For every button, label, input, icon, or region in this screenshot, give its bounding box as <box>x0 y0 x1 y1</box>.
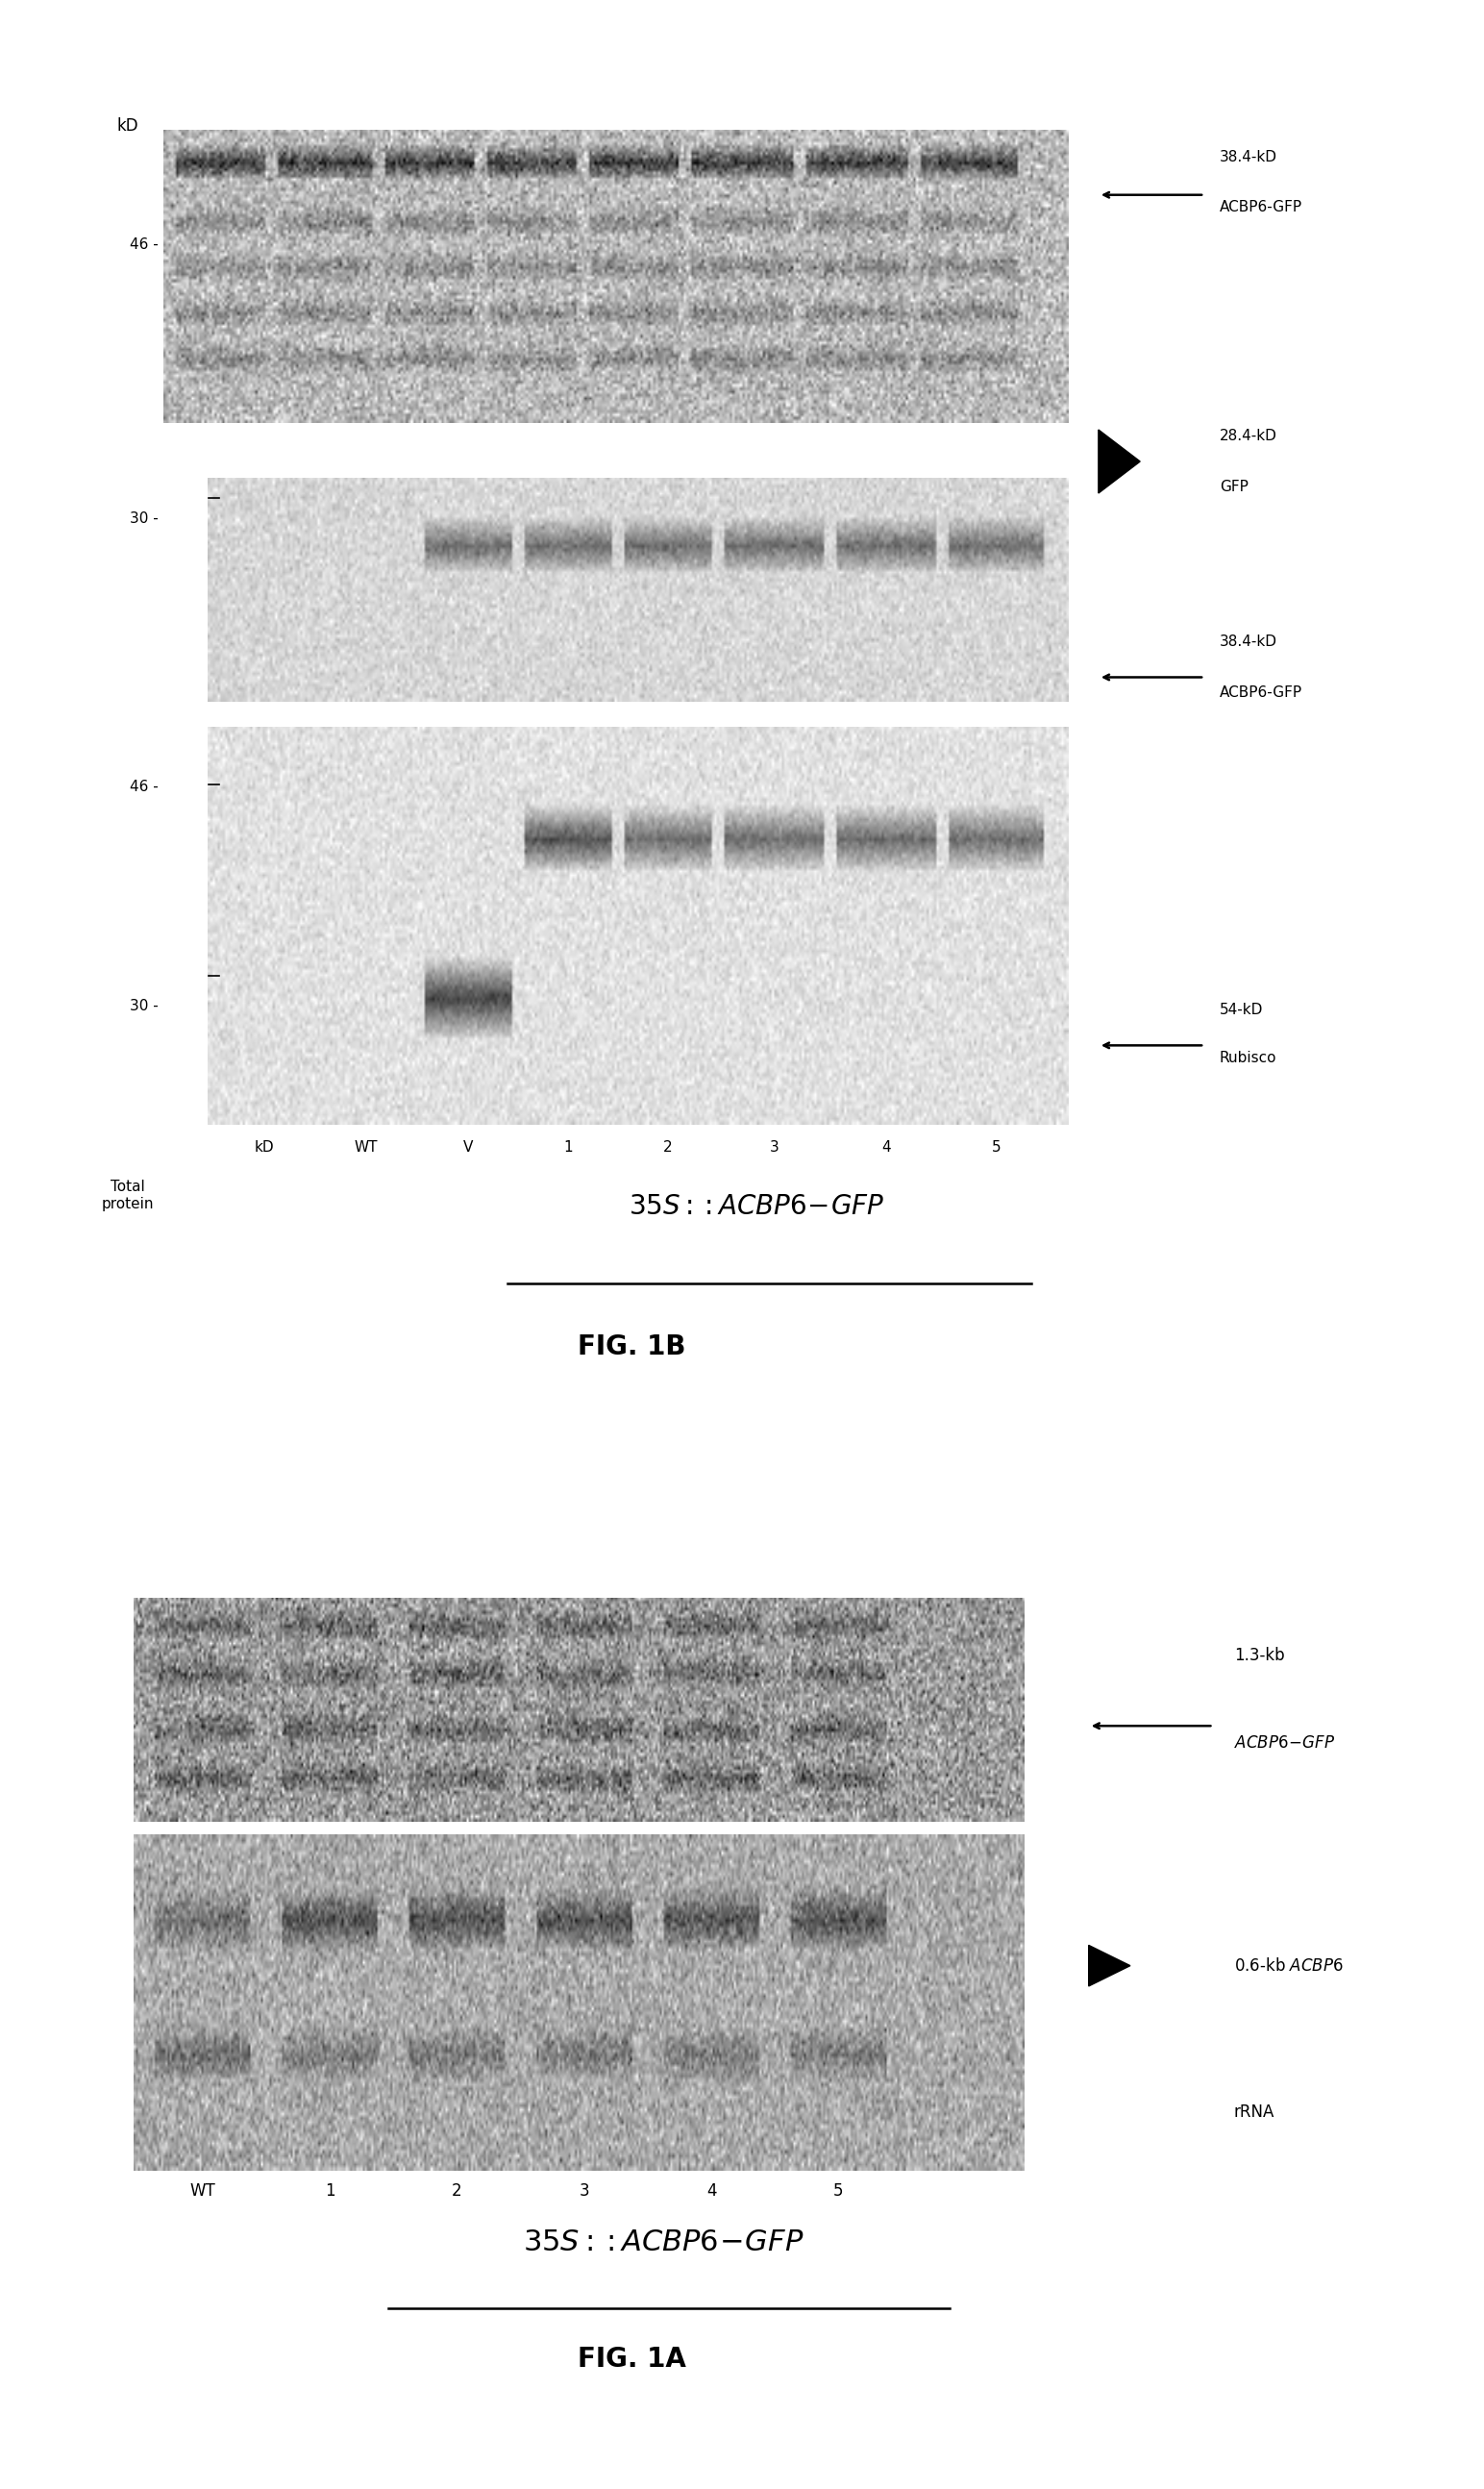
Text: 3: 3 <box>579 2183 589 2200</box>
Text: V: V <box>463 1140 473 1155</box>
Text: 1: 1 <box>564 1140 573 1155</box>
Polygon shape <box>1098 431 1140 493</box>
Text: 28.4-kD: 28.4-kD <box>1220 428 1278 443</box>
Text: 1: 1 <box>325 2183 335 2200</box>
Text: 3: 3 <box>769 1140 779 1155</box>
Text: 38.4-kD: 38.4-kD <box>1220 149 1278 164</box>
Text: 46 -: 46 - <box>129 779 157 794</box>
Text: kD: kD <box>117 117 138 134</box>
Text: 5: 5 <box>834 2183 843 2200</box>
Text: 54-kD: 54-kD <box>1220 1003 1263 1018</box>
Text: ACBP6-GFP: ACBP6-GFP <box>1220 202 1303 214</box>
Text: 1.3-kb: 1.3-kb <box>1235 1648 1285 1665</box>
Text: WT: WT <box>190 2183 215 2200</box>
Text: $\mathit{35S::ACBP6\!-\!GFP}$: $\mathit{35S::ACBP6\!-\!GFP}$ <box>629 1192 884 1220</box>
Text: $\mathit{35S::ACBP6\!-\!GFP}$: $\mathit{35S::ACBP6\!-\!GFP}$ <box>522 2228 804 2255</box>
Text: WT: WT <box>355 1140 378 1155</box>
Text: 2: 2 <box>451 2183 462 2200</box>
Text: 30 -: 30 - <box>129 1001 157 1013</box>
Text: FIG. 1A: FIG. 1A <box>577 2347 687 2372</box>
Text: Rubisco: Rubisco <box>1220 1050 1276 1065</box>
Text: rRNA: rRNA <box>1235 2103 1275 2121</box>
Text: 4: 4 <box>706 2183 717 2200</box>
Text: GFP: GFP <box>1220 480 1248 493</box>
Text: 4: 4 <box>881 1140 890 1155</box>
Polygon shape <box>1089 1946 1131 1986</box>
Text: 2: 2 <box>663 1140 672 1155</box>
Text: FIG. 1B: FIG. 1B <box>579 1334 686 1359</box>
Text: ACBP6-GFP: ACBP6-GFP <box>1220 684 1303 699</box>
Text: $\mathit{ACBP6\!-\!GFP}$: $\mathit{ACBP6\!-\!GFP}$ <box>1235 1735 1336 1752</box>
Text: 46 -: 46 - <box>129 236 157 251</box>
Text: kD: kD <box>254 1140 275 1155</box>
Text: Total
protein: Total protein <box>101 1180 154 1212</box>
Text: 5: 5 <box>991 1140 1000 1155</box>
Text: 38.4-kD: 38.4-kD <box>1220 635 1278 650</box>
Text: 0.6-kb $\mathit{ACBP6}$: 0.6-kb $\mathit{ACBP6}$ <box>1235 1956 1343 1974</box>
Text: 30 -: 30 - <box>129 513 157 525</box>
